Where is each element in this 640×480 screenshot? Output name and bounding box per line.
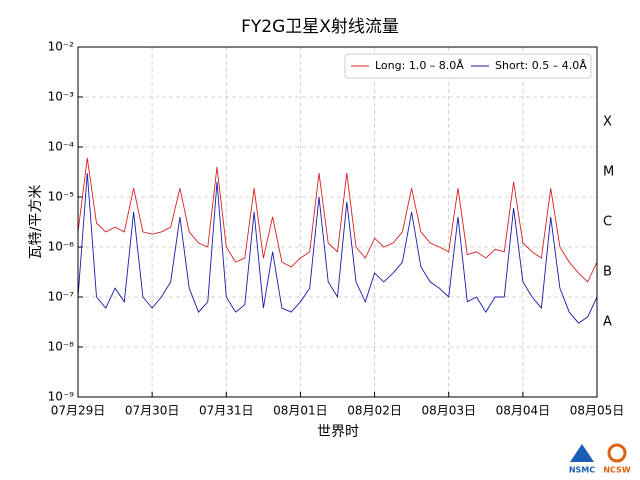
class-label: B [603, 265, 612, 280]
plot-frame [77, 46, 598, 398]
logo-text: NSMC [569, 466, 595, 475]
y-tick-label: 10⁻² [48, 40, 75, 54]
y-tick-label: 10⁻⁷ [48, 290, 75, 304]
y-axis-label: 瓦特/平方米 [28, 185, 44, 260]
x-tick-label: 07月31日 [199, 404, 254, 418]
logo-text: NCSW [603, 466, 630, 475]
x-tick-label: 08月04日 [496, 404, 551, 418]
y-tick-label: 10⁻⁸ [48, 340, 75, 354]
y-tick-label: 10⁻⁶ [48, 240, 75, 254]
x-tick-label: 07月30日 [125, 404, 180, 418]
x-tick-label: 08月05日 [570, 404, 625, 418]
series-line [77, 158, 598, 283]
y-tick-label: 10⁻⁴ [48, 140, 75, 154]
x-tick-label: 08月01日 [273, 404, 328, 418]
class-label: C [603, 215, 612, 230]
chart-title: FY2G卫星X射线流量 [241, 17, 399, 37]
class-label: M [603, 165, 614, 180]
class-label: A [603, 315, 612, 330]
x-tick-label: 07月29日 [51, 404, 106, 418]
class-label: X [603, 115, 612, 130]
logo-nsmc: NSMC [569, 444, 595, 475]
y-tick-label: 10⁻³ [48, 90, 75, 104]
legend-box [344, 53, 592, 79]
legend-label: Long: 1.0 – 8.0Å [375, 59, 464, 72]
logo-ncsw: NCSW [603, 443, 631, 475]
y-tick-label: 10⁻⁵ [48, 190, 75, 204]
legend-label: Short: 0.5 – 4.0Å [495, 59, 587, 72]
x-axis-label: 世界时 [317, 424, 359, 440]
x-tick-label: 08月03日 [421, 404, 476, 418]
legend: Long: 1.0 – 8.0Å Short: 0.5 – 4.0Å [344, 53, 592, 79]
y-tick-label: 10⁻⁹ [48, 390, 75, 404]
series-line [77, 173, 598, 324]
x-tick-label: 08月02日 [347, 404, 402, 418]
